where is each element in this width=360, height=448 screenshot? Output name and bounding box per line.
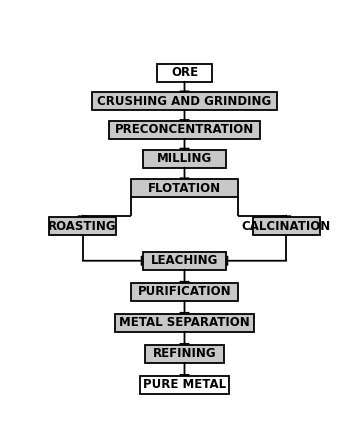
FancyBboxPatch shape — [145, 345, 224, 363]
Text: LEACHING: LEACHING — [151, 254, 218, 267]
Text: CALCINATION: CALCINATION — [242, 220, 331, 233]
FancyBboxPatch shape — [253, 217, 320, 235]
Text: METAL SEPARATION: METAL SEPARATION — [119, 316, 250, 329]
Text: FLOTATION: FLOTATION — [148, 182, 221, 195]
Text: ORE: ORE — [171, 66, 198, 79]
Text: CRUSHING AND GRINDING: CRUSHING AND GRINDING — [97, 95, 272, 108]
FancyBboxPatch shape — [109, 121, 260, 139]
FancyBboxPatch shape — [143, 252, 226, 270]
FancyBboxPatch shape — [93, 92, 276, 110]
FancyBboxPatch shape — [115, 314, 254, 332]
FancyBboxPatch shape — [143, 150, 226, 168]
Text: PURIFICATION: PURIFICATION — [138, 285, 231, 298]
FancyBboxPatch shape — [140, 376, 229, 394]
FancyBboxPatch shape — [131, 179, 238, 197]
Text: PURE METAL: PURE METAL — [143, 379, 226, 392]
FancyBboxPatch shape — [157, 64, 212, 82]
Text: ROASTING: ROASTING — [48, 220, 117, 233]
Text: REFINING: REFINING — [153, 347, 216, 360]
Text: PRECONCENTRATION: PRECONCENTRATION — [115, 124, 254, 137]
Text: MILLING: MILLING — [157, 152, 212, 165]
FancyBboxPatch shape — [131, 283, 238, 301]
FancyBboxPatch shape — [49, 217, 116, 235]
